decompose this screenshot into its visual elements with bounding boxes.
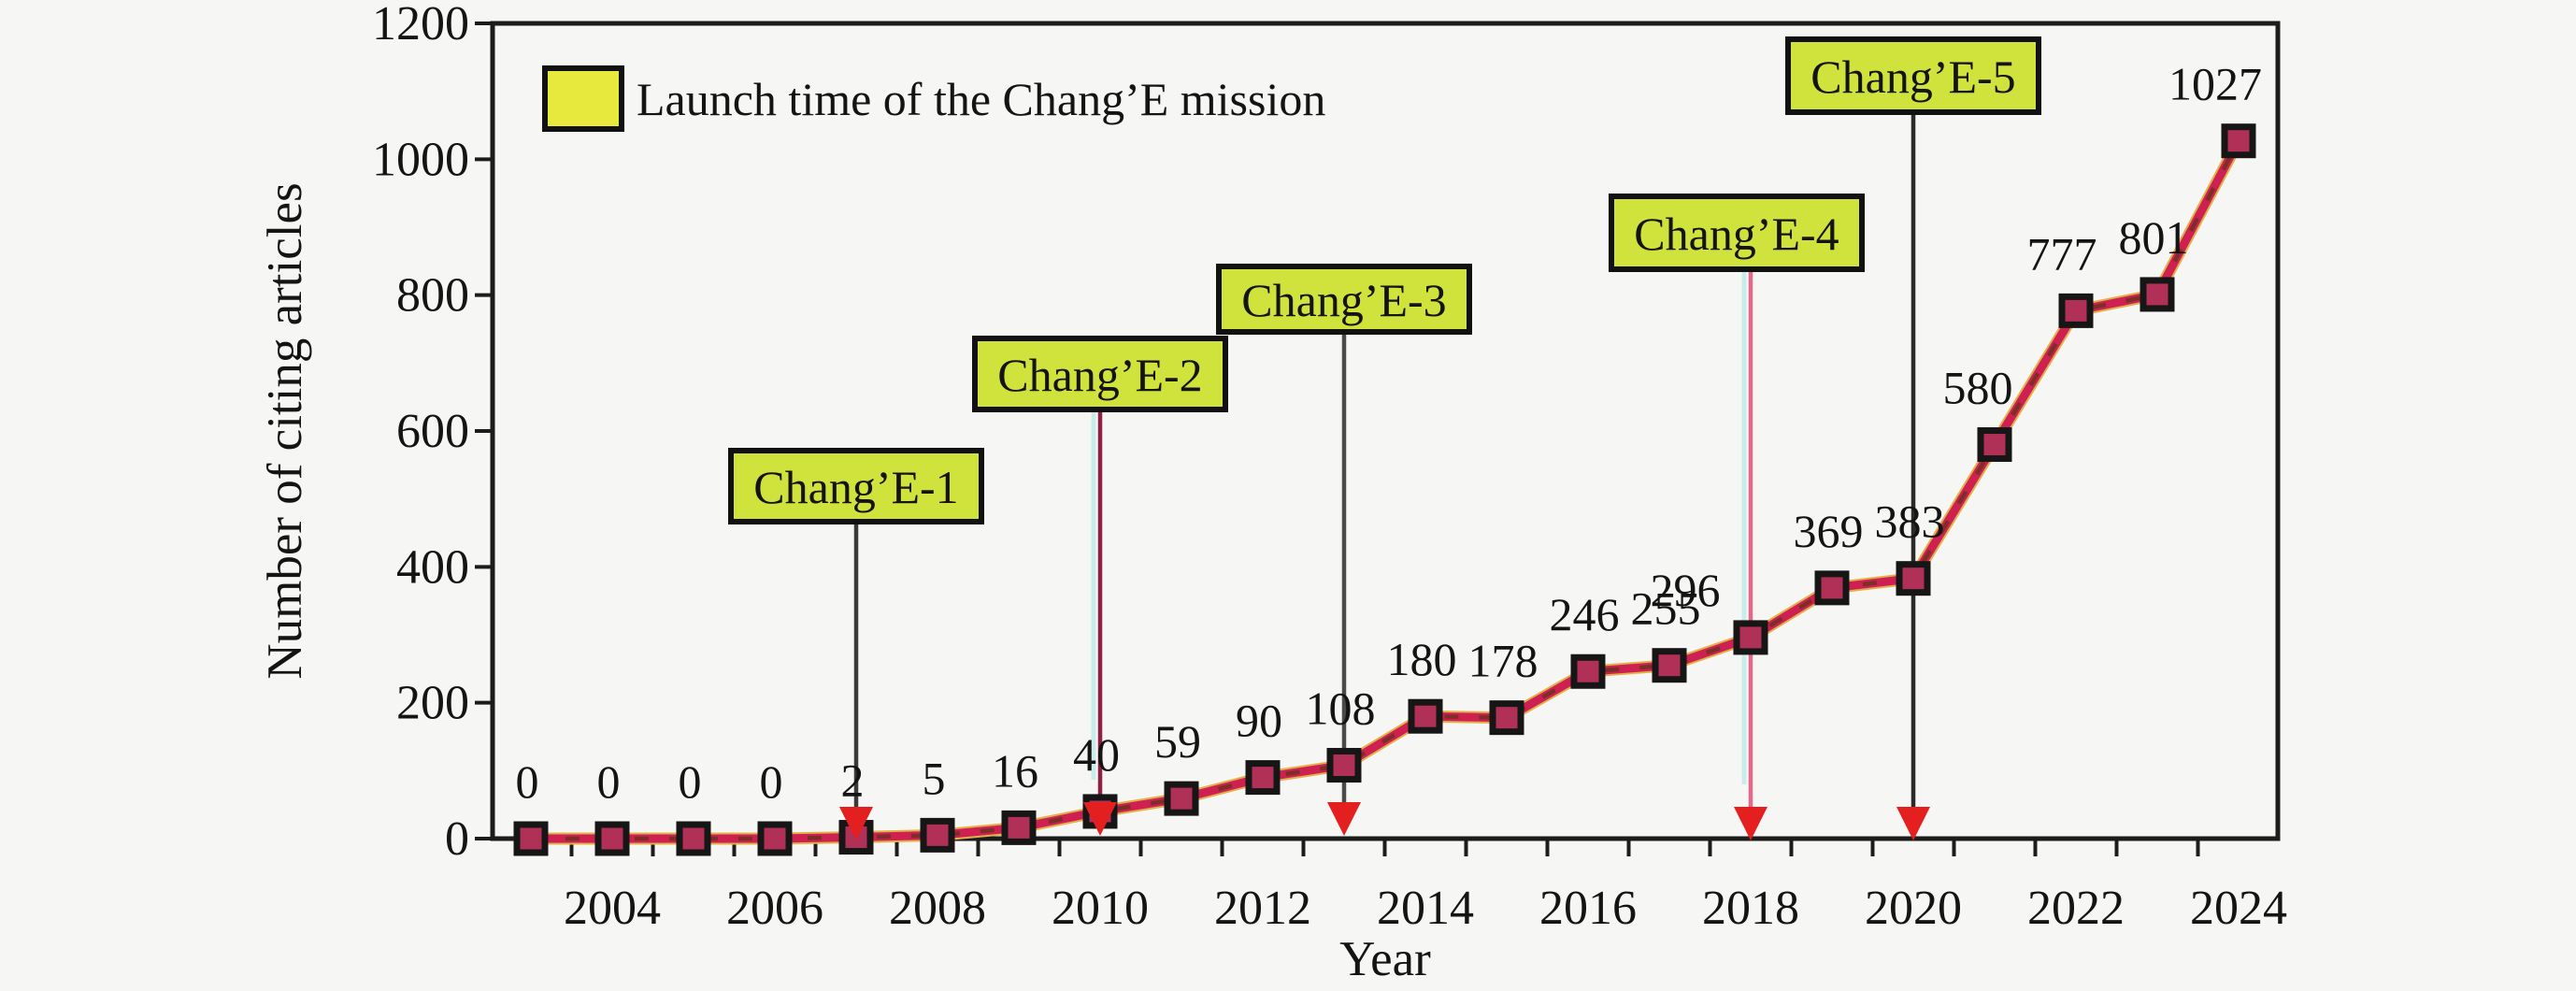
data-point-label: 90 [1236, 695, 1282, 747]
legend: Launch time of the Chang’E mission [542, 65, 1325, 132]
y-tick-label: 400 [396, 540, 469, 594]
y-tick-label: 200 [396, 677, 469, 730]
x-tick-label: 2022 [2027, 882, 2125, 935]
data-point-marker [1896, 561, 1931, 596]
data-point-label: 580 [1943, 362, 2013, 414]
data-point-label: 5 [923, 752, 946, 804]
arrowhead [839, 807, 873, 840]
data-point-marker [757, 821, 793, 856]
y-axis-ticks [475, 22, 493, 840]
mission-box [728, 448, 984, 524]
y-tick-label: 0 [445, 812, 469, 866]
data-point-marker [1733, 620, 1768, 655]
data-point-marker [1814, 570, 1850, 606]
mission-box [1609, 194, 1865, 272]
y-tick-label: 800 [396, 269, 469, 323]
mission-box [972, 336, 1228, 412]
x-tick-label: 2018 [1702, 882, 1799, 935]
mission-arrowheads [839, 802, 1930, 840]
data-point-marker [1245, 760, 1281, 796]
mission-box-label: Chang’E-1 [753, 461, 958, 513]
x-tick-label: 2008 [889, 882, 986, 935]
data-point-marker [513, 821, 549, 856]
data-point-marker [1977, 427, 2012, 463]
data-point-marker [2058, 293, 2094, 328]
data-point-marker [1570, 653, 1606, 689]
data-point-label: 0 [760, 755, 783, 808]
legend-label: Launch time of the Chang’E mission [637, 73, 1325, 125]
data-point-marker [1652, 648, 1687, 683]
y-axis-title: Number of citing articles [258, 182, 312, 679]
data-point-label: 0 [516, 755, 539, 808]
data-point-label: 59 [1154, 715, 1201, 768]
x-tick-label: 2012 [1214, 882, 1311, 935]
data-point-label: 383 [1875, 496, 1945, 548]
arrowhead [1734, 807, 1767, 840]
x-axis-title: Year [1339, 932, 1431, 986]
data-point-label: 369 [1794, 505, 1864, 557]
data-point-label: 801 [2119, 211, 2189, 264]
data-point-marker [1326, 748, 1362, 783]
data-point-label: 180 [1387, 633, 1457, 685]
line-dash-overlay [531, 139, 2240, 841]
x-tick-label: 2024 [2190, 882, 2287, 935]
data-point-marker [2221, 123, 2256, 159]
data-point-marker [2140, 277, 2175, 312]
arrowhead [1083, 802, 1117, 836]
data-point-label: 1027 [2168, 58, 2262, 110]
y-tick-label: 1200 [372, 0, 469, 50]
data-point-marker [594, 821, 630, 856]
mission-box-label: Chang’E-5 [1810, 50, 2015, 103]
y-axis-tick-labels: 0 200 400 600 800 1000 1200 [372, 0, 469, 866]
data-point-label: 40 [1073, 728, 1120, 781]
mission-box-label: Chang’E-4 [1634, 208, 1839, 260]
y-tick-label: 1000 [372, 133, 469, 186]
mission-box [1216, 264, 1472, 335]
data-point-label: 178 [1468, 635, 1538, 687]
legend-swatch [542, 65, 624, 132]
mission-box-label: Chang’E-2 [997, 349, 1202, 401]
x-tick-label: 2004 [564, 882, 661, 935]
x-tick-label: 2006 [726, 882, 823, 935]
data-point-label: 16 [992, 744, 1038, 797]
x-tick-label: 2014 [1377, 882, 1474, 935]
data-point-label: 2 [841, 754, 865, 807]
data-point-marker [1489, 700, 1524, 736]
data-point-marker [676, 821, 711, 856]
y-tick-label: 600 [396, 405, 469, 458]
arrowhead [1896, 807, 1930, 840]
data-point-label: 108 [1306, 682, 1376, 735]
x-axis-tick-labels: 2004 2006 2008 2010 2012 2014 2016 2018 2020 2022… [564, 882, 2287, 935]
x-tick-label: 2020 [1865, 882, 1962, 935]
x-tick-label: 2016 [1539, 882, 1637, 935]
citation-line-series [513, 123, 2256, 856]
data-point-marker [920, 817, 955, 853]
arrowhead [1327, 802, 1361, 836]
data-point-label: 0 [597, 755, 621, 808]
data-point-marker [1001, 810, 1037, 845]
data-point-marker [1408, 698, 1443, 734]
data-point-label: 296 [1651, 564, 1721, 616]
mission-label-boxes: Chang’E-1 Chang’E-2 Chang’E-3 Chang’E-4 Chan… [728, 36, 2041, 524]
mission-arrows [853, 112, 1916, 812]
data-point-label: 0 [679, 755, 702, 808]
mission-box-label: Chang’E-3 [1241, 274, 1446, 326]
data-point-marker [1164, 781, 1199, 816]
data-point-label: 246 [1550, 588, 1620, 640]
mission-box [1785, 36, 2041, 115]
data-point-label: 777 [2027, 227, 2097, 280]
data-point-label: 255 [1631, 582, 1701, 635]
x-tick-label: 2010 [1052, 882, 1149, 935]
